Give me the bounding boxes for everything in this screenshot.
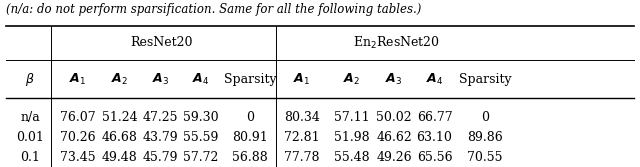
Text: 80.34: 80.34 [284, 111, 320, 124]
Text: En$_2$ResNet20: En$_2$ResNet20 [353, 35, 440, 51]
Text: 0.01: 0.01 [16, 131, 44, 144]
Text: 46.68: 46.68 [102, 131, 138, 144]
Text: 57.11: 57.11 [333, 111, 369, 124]
Text: 76.07: 76.07 [60, 111, 96, 124]
Text: ResNet20: ResNet20 [131, 36, 193, 49]
Text: 66.77: 66.77 [417, 111, 452, 124]
Text: 59.30: 59.30 [183, 111, 219, 124]
Text: 63.10: 63.10 [417, 131, 452, 144]
Text: 45.79: 45.79 [143, 151, 179, 164]
Text: $\boldsymbol{A}_3$: $\boldsymbol{A}_3$ [152, 72, 170, 87]
Text: 55.59: 55.59 [183, 131, 219, 144]
Text: Sparsity: Sparsity [459, 73, 511, 86]
Text: 89.86: 89.86 [467, 131, 503, 144]
Text: 50.02: 50.02 [376, 111, 412, 124]
Text: 70.26: 70.26 [60, 131, 96, 144]
Text: 51.24: 51.24 [102, 111, 138, 124]
Text: 72.81: 72.81 [284, 131, 320, 144]
Text: 49.26: 49.26 [376, 151, 412, 164]
Text: $\boldsymbol{A}_4$: $\boldsymbol{A}_4$ [426, 72, 444, 87]
Text: $\boldsymbol{A}_1$: $\boldsymbol{A}_1$ [69, 72, 87, 87]
Text: 56.88: 56.88 [232, 151, 268, 164]
Text: (n/a: do not perform sparsification. Same for all the following tables.): (n/a: do not perform sparsification. Sam… [6, 3, 422, 16]
Text: 55.48: 55.48 [333, 151, 369, 164]
Text: 46.62: 46.62 [376, 131, 412, 144]
Text: 77.78: 77.78 [284, 151, 320, 164]
Text: $\beta$: $\beta$ [25, 71, 35, 88]
Text: n/a: n/a [20, 111, 40, 124]
Text: 0: 0 [246, 111, 254, 124]
Text: $\boldsymbol{A}_4$: $\boldsymbol{A}_4$ [192, 72, 210, 87]
Text: $\boldsymbol{A}_2$: $\boldsymbol{A}_2$ [343, 72, 360, 87]
Text: 73.45: 73.45 [60, 151, 96, 164]
Text: 57.72: 57.72 [183, 151, 219, 164]
Text: 47.25: 47.25 [143, 111, 179, 124]
Text: 43.79: 43.79 [143, 131, 179, 144]
Text: 80.91: 80.91 [232, 131, 268, 144]
Text: Sparsity: Sparsity [224, 73, 276, 86]
Text: 0: 0 [481, 111, 489, 124]
Text: $\boldsymbol{A}_3$: $\boldsymbol{A}_3$ [385, 72, 403, 87]
Text: 0.1: 0.1 [20, 151, 40, 164]
Text: 65.56: 65.56 [417, 151, 452, 164]
Text: 51.98: 51.98 [333, 131, 369, 144]
Text: 49.48: 49.48 [102, 151, 138, 164]
Text: 70.55: 70.55 [467, 151, 503, 164]
Text: $\boldsymbol{A}_2$: $\boldsymbol{A}_2$ [111, 72, 128, 87]
Text: $\boldsymbol{A}_1$: $\boldsymbol{A}_1$ [293, 72, 311, 87]
